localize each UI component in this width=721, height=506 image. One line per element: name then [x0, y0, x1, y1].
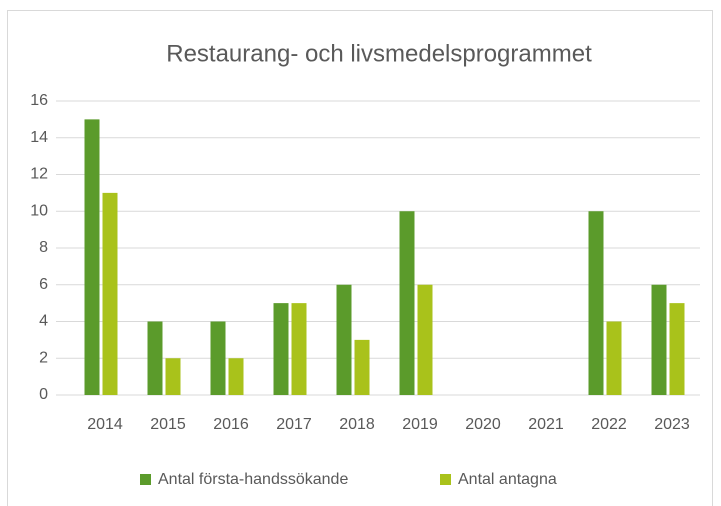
bar: [273, 303, 289, 395]
bar: [291, 303, 307, 395]
bar: [354, 339, 370, 395]
bar: [102, 192, 118, 395]
x-tick-label: 2023: [654, 416, 690, 433]
x-tick-label: 2018: [339, 416, 375, 433]
legend-swatch: [440, 474, 451, 485]
bar: [210, 321, 226, 395]
x-tick-label: 2017: [276, 416, 312, 433]
bar: [165, 358, 181, 395]
x-tick-label: 2022: [591, 416, 627, 433]
bar: [588, 211, 604, 395]
x-tick-label: 2020: [465, 416, 501, 433]
x-tick-label: 2019: [402, 416, 438, 433]
legend-label: Antal första-handssökande: [158, 471, 348, 488]
bar: [147, 321, 163, 395]
bar: [228, 358, 244, 395]
legend-swatch: [140, 474, 151, 485]
bar: [606, 321, 622, 395]
bar: [651, 284, 667, 395]
x-tick-label: 2016: [213, 416, 249, 433]
x-tick-label: 2015: [150, 416, 186, 433]
y-tick-label: 14: [30, 129, 48, 146]
bar: [417, 284, 433, 395]
bar: [399, 211, 415, 395]
y-tick-label: 2: [39, 349, 48, 366]
y-tick-label: 4: [39, 313, 48, 330]
y-tick-label: 0: [39, 386, 48, 403]
y-tick-label: 12: [30, 166, 48, 183]
y-tick-label: 10: [30, 202, 48, 219]
x-tick-label: 2021: [528, 416, 564, 433]
bar: [84, 119, 100, 395]
x-tick-label: 2014: [87, 416, 123, 433]
y-tick-label: 8: [39, 239, 48, 256]
chart-title: Restaurang- och livsmedelsprogrammet: [166, 40, 592, 67]
bar: [336, 284, 352, 395]
y-tick-label: 16: [30, 92, 48, 109]
legend-label: Antal antagna: [458, 471, 557, 488]
y-tick-label: 6: [39, 276, 48, 293]
bar: [669, 303, 685, 395]
